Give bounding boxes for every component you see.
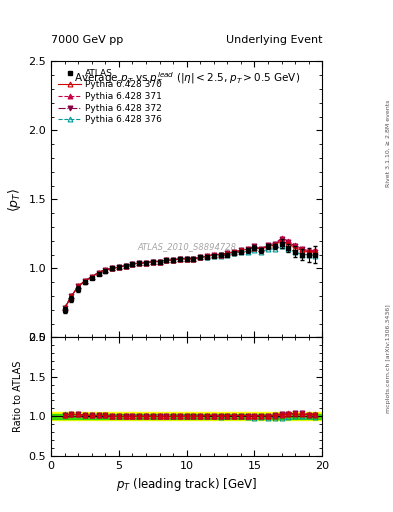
Text: ATLAS_2010_S8894728: ATLAS_2010_S8894728 [137, 242, 236, 251]
Text: Average $p_T$ vs $p_T^{lead}$ ($|\eta| < 2.5$, $p_T > 0.5$ GeV): Average $p_T$ vs $p_T^{lead}$ ($|\eta| <… [73, 70, 300, 87]
Legend: ATLAS, Pythia 6.428 370, Pythia 6.428 371, Pythia 6.428 372, Pythia 6.428 376: ATLAS, Pythia 6.428 370, Pythia 6.428 37… [55, 66, 165, 127]
X-axis label: $p_T$ (leading track) [GeV]: $p_T$ (leading track) [GeV] [116, 476, 257, 493]
Text: Rivet 3.1.10, ≥ 2.8M events: Rivet 3.1.10, ≥ 2.8M events [386, 100, 391, 187]
Bar [51, 412, 322, 420]
Y-axis label: Ratio to ATLAS: Ratio to ATLAS [13, 361, 23, 432]
Y-axis label: $\langle p_T \rangle$: $\langle p_T \rangle$ [6, 187, 23, 211]
Text: mcplots.cern.ch [arXiv:1306.3436]: mcplots.cern.ch [arXiv:1306.3436] [386, 304, 391, 413]
Text: 7000 GeV pp: 7000 GeV pp [51, 35, 123, 45]
Text: Underlying Event: Underlying Event [226, 35, 322, 45]
Bar [51, 414, 322, 419]
